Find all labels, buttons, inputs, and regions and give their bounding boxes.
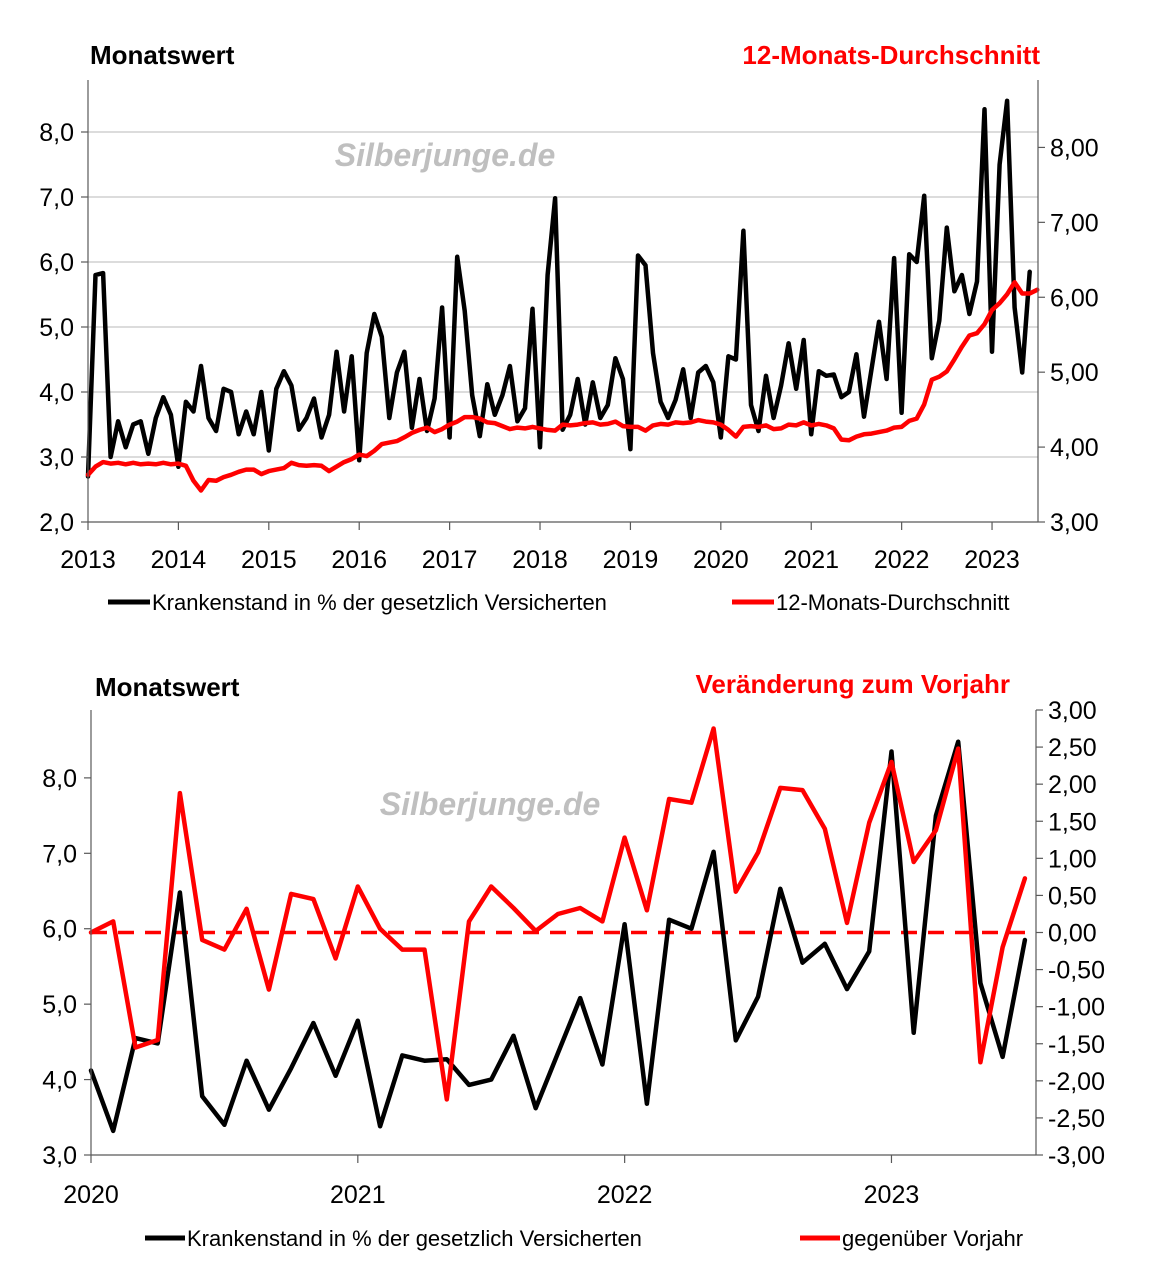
y-right-tick-label: 0,00	[1048, 920, 1097, 948]
y-left-tick-label: 7,0	[39, 184, 74, 212]
x-tick-label: 2022	[874, 546, 930, 574]
x-tick-label: 2023	[964, 546, 1020, 574]
x-tick-label: 2013	[60, 546, 116, 574]
x-tick-label: 2018	[512, 546, 568, 574]
chart2-watermark: Silberjunge.de	[380, 786, 600, 822]
chart1-title-right: 12-Monats-Durchschnitt	[742, 40, 1040, 70]
y-right-tick-label: 6,00	[1050, 284, 1099, 312]
y-left-tick-label: 5,0	[42, 991, 77, 1019]
y-right-tick-label: 8,00	[1050, 134, 1099, 162]
chart1-watermark: Silberjunge.de	[335, 137, 555, 173]
y-right-tick-label: -2,00	[1048, 1068, 1105, 1096]
x-tick-label: 2019	[603, 546, 659, 574]
y-right-tick-label: 3,00	[1050, 509, 1099, 537]
y-right-tick-label: 4,00	[1050, 434, 1099, 462]
y-right-tick-label: -1,00	[1048, 994, 1105, 1022]
y-left-tick-label: 3,0	[39, 444, 74, 472]
y-right-tick-label: 1,00	[1048, 845, 1097, 873]
x-tick-label: 2017	[422, 546, 478, 574]
y-right-tick-label: 2,00	[1048, 771, 1097, 799]
y-right-tick-label: 0,50	[1048, 882, 1097, 910]
y-right-tick-label: -1,50	[1048, 1031, 1105, 1059]
series-line-krankenstand	[85, 98, 1032, 479]
x-tick-label: 2020	[63, 1181, 119, 1209]
y-left-tick-label: 5,0	[39, 314, 74, 342]
x-tick-label: 2023	[864, 1181, 920, 1209]
chart2-legend-black-label: Krankenstand in % der gesetzlich Versich…	[187, 1226, 642, 1251]
y-left-tick-label: 6,0	[39, 249, 74, 277]
y-left-tick-label: 8,0	[39, 119, 74, 147]
x-tick-label: 2021	[783, 546, 839, 574]
x-tick-label: 2021	[330, 1181, 386, 1209]
y-right-tick-label: 1,50	[1048, 808, 1097, 836]
y-left-tick-label: 4,0	[42, 1067, 77, 1095]
series-line-gegenueber-vorjahr	[88, 726, 1028, 1102]
y-right-tick-label: -3,00	[1048, 1142, 1105, 1170]
x-tick-label: 2014	[151, 546, 207, 574]
x-tick-label: 2016	[331, 546, 387, 574]
y-left-tick-label: 2,0	[39, 509, 74, 537]
y-left-tick-label: 6,0	[42, 916, 77, 944]
chart2-legend-red-label: gegenüber Vorjahr	[842, 1226, 1023, 1251]
chart1-legend-red-label: 12-Monats-Durchschnitt	[776, 590, 1010, 615]
y-left-tick-label: 7,0	[42, 840, 77, 868]
chart2-title-left: Monatswert	[95, 672, 240, 702]
chart2-title-right: Veränderung zum Vorjahr	[696, 669, 1010, 699]
x-tick-label: 2022	[597, 1181, 653, 1209]
y-left-tick-label: 3,0	[42, 1142, 77, 1170]
chart1-title-left: Monatswert	[90, 40, 235, 70]
y-right-tick-label: 2,50	[1048, 734, 1097, 762]
x-tick-label: 2015	[241, 546, 297, 574]
y-right-tick-label: 7,00	[1050, 209, 1099, 237]
chart1-legend-black-label: Krankenstand in % der gesetzlich Versich…	[152, 590, 607, 615]
y-left-tick-label: 4,0	[39, 379, 74, 407]
y-right-tick-label: -2,50	[1048, 1105, 1105, 1133]
chart-krankenstand-2020-2023: Monatswert Veränderung zum Vorjahr Silbe…	[42, 669, 1105, 1251]
x-tick-label: 2020	[693, 546, 749, 574]
chart-krankenstand-2013-2023: Monatswert 12-Monats-Durchschnitt Silber…	[39, 40, 1098, 615]
series-line-12-monats-durchschnitt	[85, 280, 1040, 493]
y-right-tick-label: -0,50	[1048, 957, 1105, 985]
y-left-tick-label: 8,0	[42, 765, 77, 793]
y-right-tick-label: 3,00	[1048, 697, 1097, 725]
y-right-tick-label: 5,00	[1050, 359, 1099, 387]
series-line-krankenstand	[88, 739, 1028, 1134]
